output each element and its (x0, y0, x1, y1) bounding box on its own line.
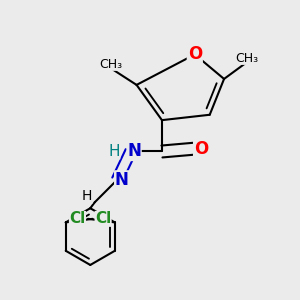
Text: H: H (108, 144, 120, 159)
Text: CH₃: CH₃ (235, 52, 258, 64)
Text: CH₃: CH₃ (100, 58, 123, 70)
Text: N: N (115, 171, 129, 189)
Text: N: N (127, 142, 141, 160)
Text: O: O (194, 140, 208, 158)
Text: H: H (82, 189, 92, 203)
Text: O: O (188, 45, 202, 63)
Text: Cl: Cl (95, 211, 111, 226)
Text: Cl: Cl (69, 211, 85, 226)
